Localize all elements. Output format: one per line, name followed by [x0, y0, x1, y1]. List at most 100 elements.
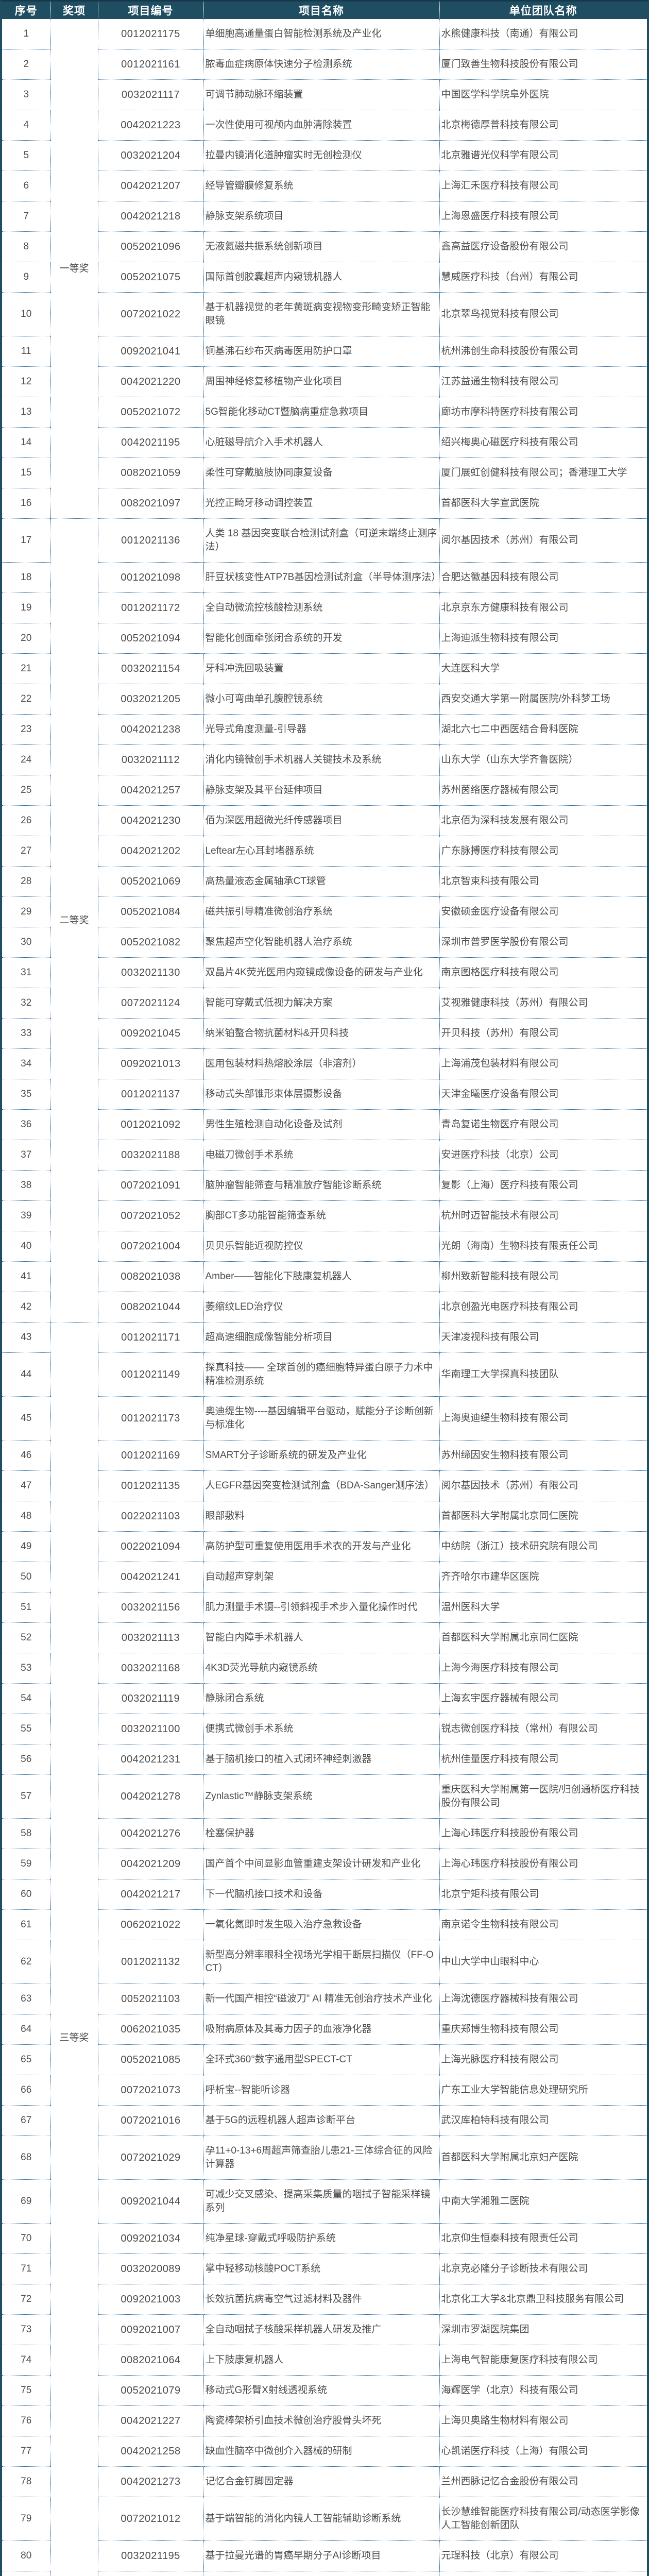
row-number-cell: 36 [2, 1109, 50, 1140]
table-row: 26 0042021230 佰为深医用超微光纤传感器项目 北京佰为深科技发展有限… [2, 805, 647, 836]
org-name-cell: 上海今海医疗科技有限公司 [439, 1653, 647, 1684]
row-number-cell: 65 [2, 2044, 50, 2075]
project-name-cell: 一氧化氮即时发生吸入治疗急救设备 [203, 1909, 439, 1940]
org-name-cell: 中山大学中山眼科中心 [439, 1940, 647, 1984]
org-name-cell: 鑫高益医疗设备股份有限公司 [439, 231, 647, 262]
project-name-cell: 眼部敷料 [203, 1501, 439, 1532]
table-row: 71 0032020089 掌中轻移动核酸POCT系统 北京克必隆分子诊断技术有… [2, 2253, 647, 2284]
org-name-cell: 首都医科大学附属北京妇产医院 [439, 2136, 647, 2180]
table-body: 1 一等奖 0012021175 单细胞高通量蛋白智能检测系统及产业化 水熊健康科… [2, 19, 647, 2576]
table-row: 74 0082021064 上下肢康复机器人 上海电气智能康复医疗科技有限公司 [2, 2345, 647, 2376]
table-row: 31 0032021130 双晶片4K荧光医用内窥镜成像设备的研发与产业化 南京… [2, 957, 647, 988]
project-code-cell: 0062021035 [97, 2014, 203, 2045]
project-name-cell: 周围神经修复移植物产业化项目 [203, 366, 439, 397]
org-name-cell: 厦门致善生物科技股份有限公司 [439, 49, 647, 80]
table-row: 60 0042021217 下一代脑机接口技术和设备 北京宁矩科技有限公司 [2, 1879, 647, 1910]
project-code-cell: 0012021135 [97, 1470, 203, 1501]
org-name-cell: 中纺院（浙江）技术研究院有限公司 [439, 1531, 647, 1562]
project-code-cell: 0032020089 [97, 2253, 203, 2284]
award-label-cell: 三等奖 [50, 1322, 98, 2576]
row-number-cell: 69 [2, 2179, 50, 2224]
project-name-cell: 拉曼内镜消化道肿瘤实时无创检测仪 [203, 140, 439, 171]
table-row: 72 0092021003 长效抗菌抗病毒空气过滤材料及器件 北京化工大学&北京… [2, 2284, 647, 2315]
org-name-cell: 南京诺令生物科技有限公司 [439, 1909, 647, 1940]
row-number-cell: 77 [2, 2436, 50, 2467]
table-row: 12 0042021220 周围神经修复移植物产业化项目 江苏益通生物科技有限公… [2, 366, 647, 397]
table-row: 22 0032021205 微小可弯曲单孔腹腔镜系统 西安交通大学第一附属医院/… [2, 684, 647, 715]
project-code-cell: 0012021098 [97, 562, 203, 593]
project-code-cell: 0072021091 [97, 1170, 203, 1201]
table-row: 17 二等奖 0012021136 人类 18 基因突变联合检测试剂盒（可逆末端终… [2, 518, 647, 1323]
project-name-cell: 柔性可穿戴脑肢协同康复设备 [203, 457, 439, 488]
org-name-cell: 锐志微创医疗科技（常州）有限公司 [439, 1714, 647, 1744]
project-code-cell: 0092021013 [97, 1048, 203, 1079]
project-code-cell: 0032021113 [97, 1622, 203, 1653]
org-name-cell: 天津金曦医疗设备有限公司 [439, 1079, 647, 1110]
org-name-cell: 开贝科技（苏州）有限公司 [439, 1018, 647, 1049]
row-number-cell: 25 [2, 775, 50, 806]
row-number-cell: 9 [2, 262, 50, 293]
table-row: 24 0032021112 消化内镜微创手术机器人关键技术及系统 山东大学（山东… [2, 744, 647, 775]
row-number-cell: 66 [2, 2075, 50, 2106]
project-code-cell: 0032021168 [97, 1653, 203, 1684]
row-number-cell: 7 [2, 201, 50, 232]
project-code-cell: 0042021231 [97, 1744, 203, 1775]
table-row: 79 0072021012 基于端智能的消化内镜人工智能辅助诊断系统 长沙慧维智… [2, 2497, 647, 2541]
row-number-cell: 34 [2, 1048, 50, 1079]
project-name-cell: 呼析宝--智能听诊器 [203, 2075, 439, 2106]
project-code-cell: 0072021004 [97, 1231, 203, 1262]
row-number-cell: 1 [2, 19, 50, 49]
project-name-cell: 纳米铂螯合物抗菌材料&开贝科技 [203, 1018, 439, 1049]
row-number-cell: 43 [2, 1322, 50, 1353]
project-code-cell: 0052021069 [97, 866, 203, 897]
table-row: 5 0032021204 拉曼内镜消化道肿瘤实时无创检测仪 北京雅谱光仪科学有限… [2, 140, 647, 171]
project-name-cell: 探真科技—— 全球首创的癌细胞特异蛋白原子力术中精准检测系统 [203, 1352, 439, 1397]
award-label-cell: 一等奖 [50, 19, 98, 519]
project-code-cell: 0022021094 [97, 1531, 203, 1562]
project-name-cell: 智能化创面牵张闭合系统的开发 [203, 623, 439, 654]
org-name-cell: 武汉库柏特科技有限公司 [439, 2105, 647, 2136]
project-name-cell: 5G智能化移动CT暨脑病重症急救项目 [203, 397, 439, 428]
table-row: 73 0092021007 全自动咽拭子核酸采样机器人研发及推广 深圳市罗湖医院… [2, 2314, 647, 2345]
org-name-cell: 中国医学科学院阜外医院 [439, 79, 647, 110]
col-header-index: 序号 [2, 2, 50, 19]
org-name-cell: 上海电气智能康复医疗科技有限公司 [439, 2345, 647, 2376]
org-name-cell: 广东工业大学智能信息处理研究所 [439, 2075, 647, 2106]
project-name-cell: 电磁刀微创手术系统 [203, 1140, 439, 1171]
row-number-cell: 5 [2, 140, 50, 171]
org-name-cell: 北京化工大学&北京鼎卫科技服务有限公司 [439, 2284, 647, 2315]
row-number-cell: 17 [2, 518, 50, 563]
project-name-cell: 基于拉曼光谱的胃癌早期分子AI诊断项目 [203, 2540, 439, 2571]
project-code-cell: 0072021052 [97, 1200, 203, 1231]
project-code-cell: 0032021112 [97, 744, 203, 775]
org-name-cell: 上海沈德医疗器械科技有限公司 [439, 1984, 647, 2014]
table-row: 47 0012021135 人EGFR基因突变检测试剂盒（BDA-Sanger测… [2, 1470, 647, 1501]
row-number-cell: 47 [2, 1470, 50, 1501]
org-name-cell: 上海恩盛医疗科技有限公司 [439, 201, 647, 232]
project-code-cell: 0032021156 [97, 1592, 203, 1623]
project-name-cell: 新型高分辨率眼科全视场光学相干断层扫描仪（FF-OCT） [203, 1940, 439, 1984]
org-name-cell: 西安交通大学第一附属医院/外科梦工场 [439, 684, 647, 715]
org-name-cell: 阅尔基因技术（苏州）有限公司 [439, 518, 647, 563]
table-row: 28 0052021069 高热量液态金属轴承CT球管 北京智束科技有限公司 [2, 866, 647, 897]
table-row: 45 0012021173 奥迪缇生物----基因编辑平台驱动，赋能分子诊断创新… [2, 1396, 647, 1440]
project-code-cell: 0012021161 [97, 49, 203, 80]
row-number-cell: 53 [2, 1653, 50, 1684]
project-name-cell: 全自动咽拭子核酸采样机器人研发及推广 [203, 2314, 439, 2345]
project-name-cell: 脓毒血症病原体快速分子检测系统 [203, 49, 439, 80]
row-number-cell: 18 [2, 562, 50, 593]
org-name-cell: 北京宁矩科技有限公司 [439, 1879, 647, 1910]
row-number-cell: 70 [2, 2223, 50, 2254]
row-number-cell: 3 [2, 79, 50, 110]
org-name-cell: 心凯诺医疗科技（上海）有限公司 [439, 2436, 647, 2467]
table-row: 69 0092021044 可减少交叉感染、提高采集质量的咽拭子智能采样镜系列 … [2, 2179, 647, 2224]
row-number-cell: 16 [2, 488, 50, 519]
project-code-cell: 0092021034 [97, 2223, 203, 2254]
org-name-cell: 北京佰为深科技发展有限公司 [439, 805, 647, 836]
org-name-cell: 厦门展虹创健科技有限公司；香港理工大学 [439, 457, 647, 488]
org-name-cell: 杭州沸创生命科技股份有限公司 [439, 336, 647, 367]
row-number-cell: 59 [2, 1849, 50, 1879]
project-code-cell: 0012021171 [97, 1322, 203, 1353]
project-name-cell: 基于脑机接口的植入式闭环神经刺激器 [203, 1744, 439, 1775]
row-number-cell: 54 [2, 1683, 50, 1714]
